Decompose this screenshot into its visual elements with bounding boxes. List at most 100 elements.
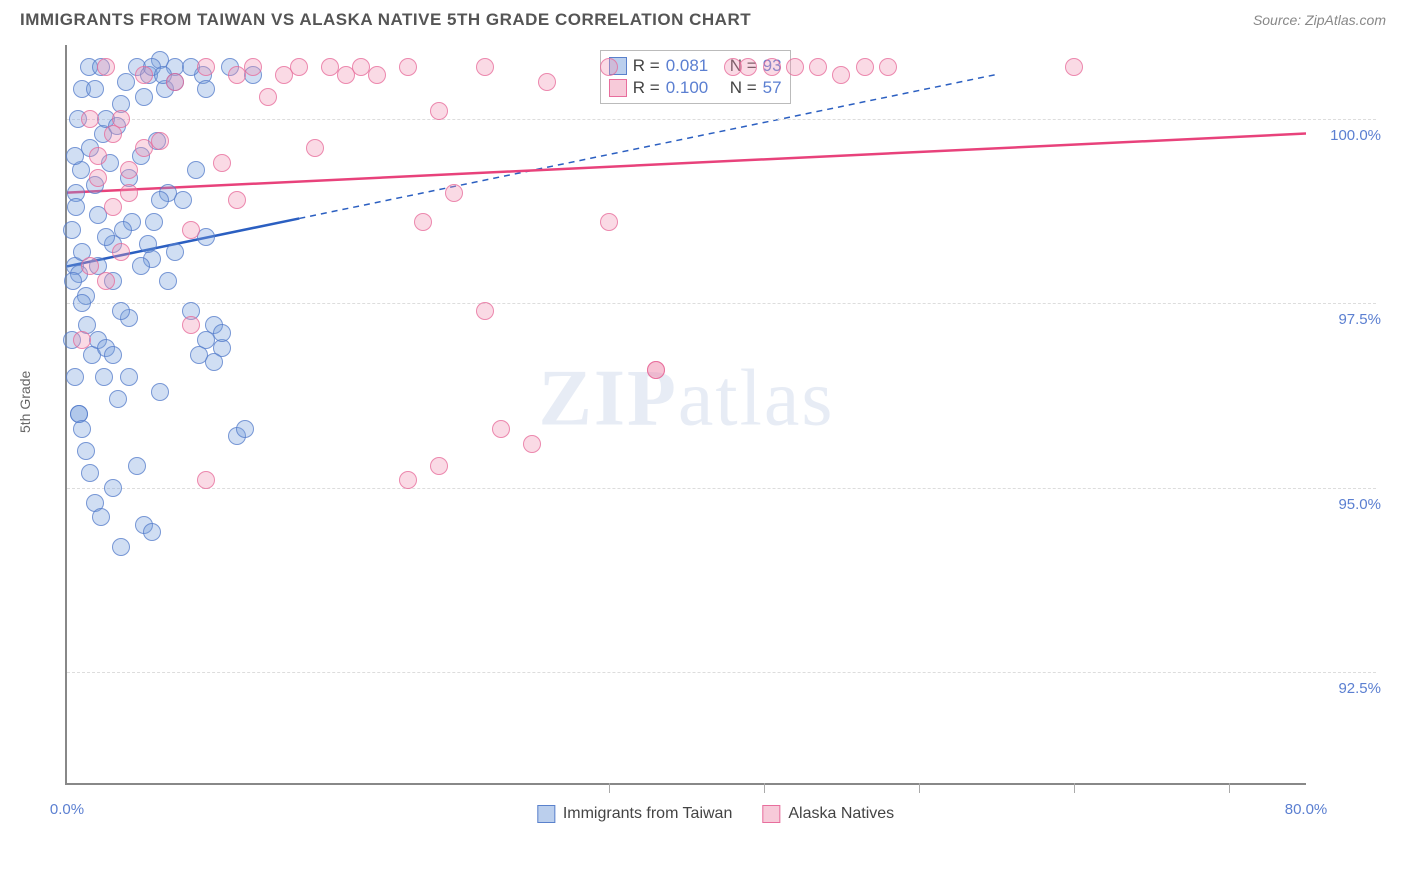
scatter-point-blue [95, 368, 113, 386]
scatter-point-pink [120, 161, 138, 179]
scatter-point-pink [182, 316, 200, 334]
scatter-point-blue [114, 221, 132, 239]
gridline-h [67, 488, 1376, 489]
chart-container: 5th Grade ZIPatlas R = 0.081 N = 93 R = … [45, 45, 1386, 835]
scatter-point-pink [647, 361, 665, 379]
scatter-point-blue [151, 191, 169, 209]
scatter-point-pink [166, 73, 184, 91]
scatter-point-blue [205, 353, 223, 371]
scatter-point-pink [399, 58, 417, 76]
y-tick-label: 95.0% [1338, 496, 1381, 513]
scatter-point-pink [430, 102, 448, 120]
scatter-point-blue [143, 523, 161, 541]
scatter-point-blue [166, 243, 184, 261]
scatter-point-blue [197, 228, 215, 246]
scatter-point-pink [763, 58, 781, 76]
scatter-point-pink [89, 147, 107, 165]
scatter-point-pink [73, 331, 91, 349]
scatter-point-blue [139, 235, 157, 253]
scatter-point-pink [476, 58, 494, 76]
scatter-point-pink [809, 58, 827, 76]
scatter-point-pink [523, 435, 541, 453]
scatter-point-blue [236, 420, 254, 438]
scatter-point-pink [739, 58, 757, 76]
scatter-point-pink [368, 66, 386, 84]
scatter-point-blue [135, 88, 153, 106]
chart-source: Source: ZipAtlas.com [1253, 12, 1386, 28]
scatter-point-pink [430, 457, 448, 475]
scatter-point-pink [399, 471, 417, 489]
x-tick [764, 783, 765, 793]
scatter-point-pink [81, 257, 99, 275]
chart-title: IMMIGRANTS FROM TAIWAN VS ALASKA NATIVE … [20, 10, 751, 30]
legend-swatch-blue-icon [537, 805, 555, 823]
scatter-point-blue [104, 346, 122, 364]
scatter-point-blue [145, 213, 163, 231]
scatter-point-blue [73, 420, 91, 438]
legend-item-blue: Immigrants from Taiwan [537, 805, 733, 823]
scatter-point-pink [492, 420, 510, 438]
plot-area: ZIPatlas R = 0.081 N = 93 R = 0.100 N = … [65, 45, 1306, 785]
scatter-point-blue [120, 368, 138, 386]
scatter-point-blue [159, 272, 177, 290]
r-legend-row-pink: R = 0.100 N = 57 [609, 77, 782, 99]
scatter-point-blue [66, 368, 84, 386]
scatter-point-pink [259, 88, 277, 106]
scatter-point-blue [109, 390, 127, 408]
scatter-point-blue [67, 198, 85, 216]
scatter-point-pink [135, 139, 153, 157]
legend-swatch-pink-icon [762, 805, 780, 823]
bottom-legend: Immigrants from Taiwan Alaska Natives [537, 805, 894, 823]
scatter-point-pink [290, 58, 308, 76]
gridline-h [67, 672, 1376, 673]
scatter-point-blue [97, 228, 115, 246]
x-tick [609, 783, 610, 793]
scatter-point-pink [197, 471, 215, 489]
scatter-point-blue [213, 324, 231, 342]
scatter-point-blue [128, 457, 146, 475]
scatter-point-pink [112, 243, 130, 261]
scatter-point-pink [228, 191, 246, 209]
y-tick-label: 92.5% [1338, 680, 1381, 697]
chart-header: IMMIGRANTS FROM TAIWAN VS ALASKA NATIVE … [0, 0, 1406, 30]
scatter-point-pink [97, 272, 115, 290]
scatter-point-pink [306, 139, 324, 157]
scatter-point-blue [63, 221, 81, 239]
scatter-point-pink [1065, 58, 1083, 76]
scatter-point-pink [538, 73, 556, 91]
scatter-point-pink [445, 184, 463, 202]
scatter-point-pink [135, 66, 153, 84]
x-tick [1229, 783, 1230, 793]
scatter-point-pink [120, 184, 138, 202]
scatter-point-pink [151, 132, 169, 150]
scatter-point-pink [81, 110, 99, 128]
scatter-point-pink [104, 198, 122, 216]
scatter-point-pink [244, 58, 262, 76]
y-tick-label: 97.5% [1338, 311, 1381, 328]
legend-item-pink: Alaska Natives [762, 805, 894, 823]
scatter-point-pink [97, 58, 115, 76]
scatter-point-blue [86, 80, 104, 98]
r-legend: R = 0.081 N = 93 R = 0.100 N = 57 [600, 50, 791, 104]
scatter-point-blue [174, 191, 192, 209]
scatter-point-pink [600, 58, 618, 76]
scatter-point-blue [92, 508, 110, 526]
scatter-point-pink [182, 221, 200, 239]
y-tick-label: 100.0% [1330, 127, 1381, 144]
gridline-h [67, 119, 1376, 120]
scatter-point-blue [187, 161, 205, 179]
scatter-point-blue [151, 383, 169, 401]
scatter-point-pink [197, 58, 215, 76]
scatter-point-blue [73, 294, 91, 312]
scatter-point-blue [64, 272, 82, 290]
x-tick-label: 0.0% [50, 801, 84, 818]
legend-swatch-pink [609, 79, 627, 97]
x-tick [919, 783, 920, 793]
scatter-point-pink [786, 58, 804, 76]
scatter-point-pink [476, 302, 494, 320]
scatter-point-blue [132, 257, 150, 275]
scatter-point-pink [89, 169, 107, 187]
scatter-point-blue [77, 442, 95, 460]
gridline-h [67, 303, 1376, 304]
scatter-point-pink [414, 213, 432, 231]
